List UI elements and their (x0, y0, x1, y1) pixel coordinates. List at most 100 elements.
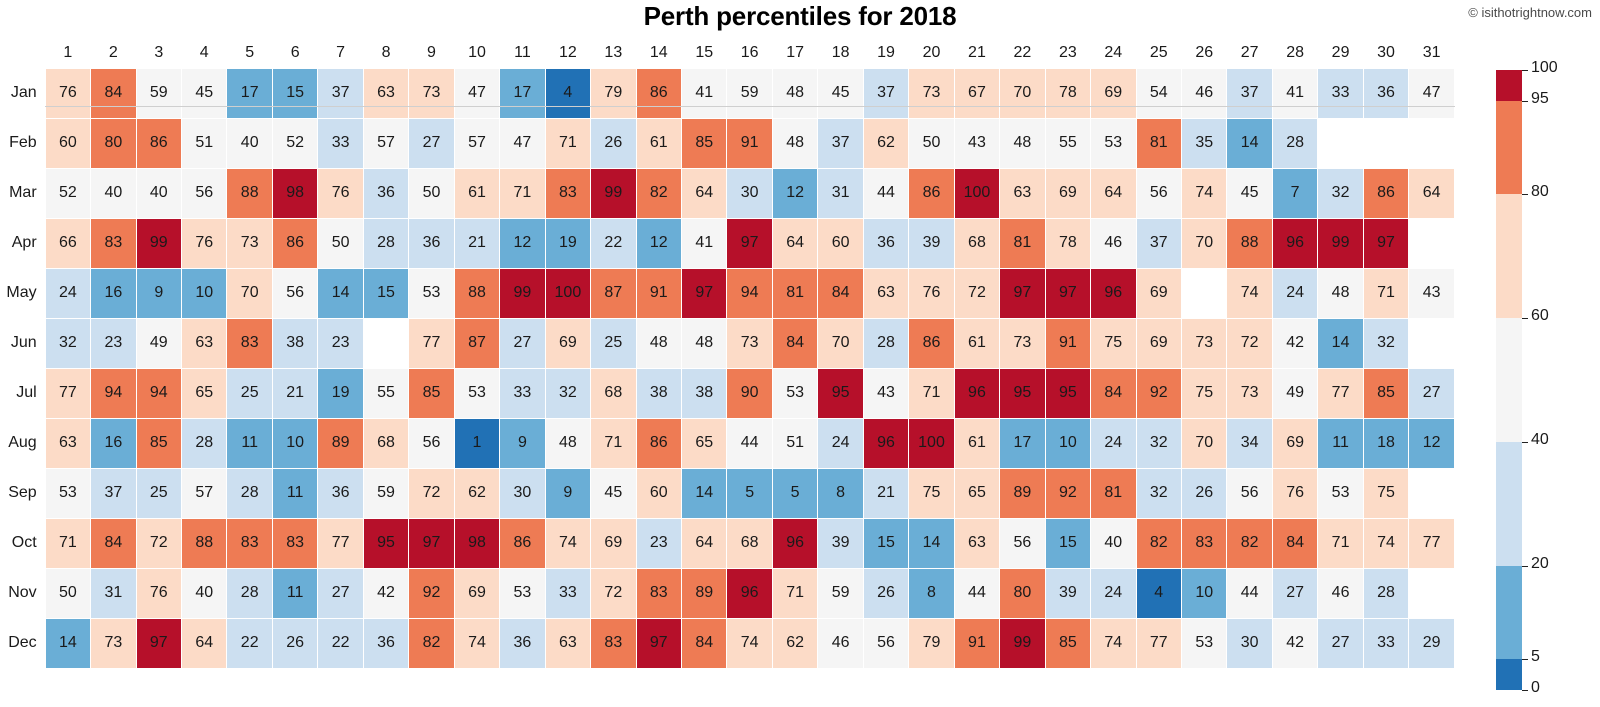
heatmap-cell: 32 (1362, 317, 1410, 369)
heatmap-cell: 81 (771, 267, 819, 319)
heatmap-cell: 53 (1180, 617, 1228, 669)
heatmap-cell: 75 (908, 467, 955, 519)
heatmap-cell: 69 (1135, 267, 1182, 319)
heatmap-cell: 50 (317, 217, 364, 269)
heatmap-cell: 24 (1271, 267, 1319, 319)
heatmap-cell: 22 (317, 617, 364, 669)
heatmap-cell: 31 (817, 167, 864, 219)
heatmap-cell: 98 (453, 517, 501, 569)
heatmap-cell: 46 (817, 617, 864, 669)
column-header-day-27: 27 (1226, 38, 1273, 68)
heatmap-cell: 86 (908, 167, 955, 219)
heatmap-cell: 80 (999, 567, 1046, 619)
heatmap-cell: 88 (181, 517, 228, 569)
row-header-jan: Jan (0, 68, 46, 118)
heatmap-cell: 64 (771, 217, 819, 269)
heatmap-cell: 73 (226, 217, 273, 269)
heatmap-cell: 15 (362, 267, 410, 319)
heatmap-cell: 76 (1271, 467, 1319, 519)
heatmap-cell: 1 (453, 417, 501, 469)
heatmap-cell: 78 (1044, 217, 1092, 269)
heatmap-cell: 51 (771, 417, 819, 469)
heatmap-cell: 30 (499, 467, 546, 519)
heatmap-row-nov: Nov 50 31 76 40 28 11 27 42 92 69 53 33 72 83 89 96 71 59 2… (0, 567, 1455, 619)
heatmap-cell: 91 (726, 117, 773, 169)
heatmap-cell: 34 (1226, 417, 1273, 469)
heatmap-cell: 83 (90, 217, 137, 269)
heatmap-cell: 76 (908, 267, 955, 319)
heatmap-cell: 32 (544, 367, 592, 419)
row-header-sep: Sep (0, 468, 46, 518)
heatmap-cell: 65 (181, 367, 228, 419)
heatmap-cell: 78 (1044, 67, 1092, 119)
column-header-day-6: 6 (272, 38, 318, 68)
heatmap-cell: 77 (1317, 367, 1364, 419)
heatmap-cell: 63 (362, 67, 410, 119)
colorbar-tick-mark (1522, 566, 1528, 567)
heatmap-cell: 30 (1226, 617, 1273, 669)
heatmap-cell: 97 (726, 217, 773, 269)
heatmap-cell: 84 (680, 617, 728, 669)
colorbar-band (1496, 566, 1522, 659)
heatmap-cell: 73 (726, 317, 773, 369)
heatmap-cell: 22 (226, 617, 273, 669)
heatmap-cell: 12 (635, 217, 683, 269)
heatmap-cell: 64 (181, 617, 228, 669)
heatmap-cell: 4 (544, 67, 592, 119)
heatmap-cell: 86 (135, 117, 183, 169)
heatmap-cell: 57 (453, 117, 501, 169)
heatmap-cell: 14 (1226, 117, 1273, 169)
heatmap-cell: 57 (181, 467, 228, 519)
heatmap-cell: 87 (590, 267, 637, 319)
heatmap-cell: 48 (771, 67, 819, 119)
heatmap-cell: 10 (271, 417, 319, 469)
heatmap-cell: 36 (1362, 67, 1410, 119)
heatmap-cell: 26 (590, 117, 637, 169)
heatmap-cell: 28 (862, 317, 910, 369)
heatmap-cell: 73 (908, 67, 955, 119)
heatmap-cell: 82 (408, 617, 455, 669)
heatmap-cell: 97 (135, 617, 183, 669)
heatmap-cell: 38 (271, 317, 319, 369)
heatmap-cell: 96 (1090, 267, 1137, 319)
heatmap-cell: 81 (1135, 117, 1182, 169)
heatmap-cell: 83 (226, 317, 273, 369)
heatmap-cell: 99 (1317, 217, 1364, 269)
heatmap-cell: 85 (135, 417, 183, 469)
heatmap-cell: 23 (90, 317, 137, 369)
heatmap-cell: 53 (499, 567, 546, 619)
column-header-day-28: 28 (1272, 38, 1318, 68)
heatmap-cell: 95 (817, 367, 864, 419)
heatmap-cell: 19 (317, 367, 364, 419)
heatmap-cell: 14 (1317, 317, 1364, 369)
heatmap-cell: 79 (590, 67, 637, 119)
row-header-feb: Feb (0, 118, 46, 168)
heatmap-cell: 68 (362, 417, 410, 469)
heatmap-cell: 25 (226, 367, 273, 419)
heatmap-cell (1180, 267, 1228, 319)
heatmap-cell: 33 (1362, 617, 1410, 669)
heatmap-cell: 86 (635, 417, 683, 469)
heatmap-cell: 49 (135, 317, 183, 369)
heatmap-cell: 17 (499, 67, 546, 119)
colorbar-tick-label: 60 (1531, 307, 1549, 324)
heatmap-cell: 76 (135, 567, 183, 619)
colorbar-tick-mark (1522, 101, 1528, 102)
heatmap-cell: 65 (953, 467, 1001, 519)
heatmap-cell: 10 (181, 267, 228, 319)
heatmap-cell: 37 (862, 67, 910, 119)
heatmap-cell: 50 (44, 567, 92, 619)
heatmap-cell: 23 (317, 317, 364, 369)
heatmap-cell: 56 (999, 517, 1046, 569)
heatmap-cell: 38 (635, 367, 683, 419)
heatmap-cell: 36 (362, 167, 410, 219)
heatmap-cell: 45 (1226, 167, 1273, 219)
heatmap-cell: 84 (771, 317, 819, 369)
heatmap-cell: 85 (1044, 617, 1092, 669)
heatmap-cell: 94 (135, 367, 183, 419)
colorbar-tick-mark (1522, 659, 1528, 660)
heatmap-cell: 48 (635, 317, 683, 369)
heatmap-cell: 53 (1317, 467, 1364, 519)
heatmap-cell: 45 (181, 67, 228, 119)
heatmap-cell: 89 (999, 467, 1046, 519)
